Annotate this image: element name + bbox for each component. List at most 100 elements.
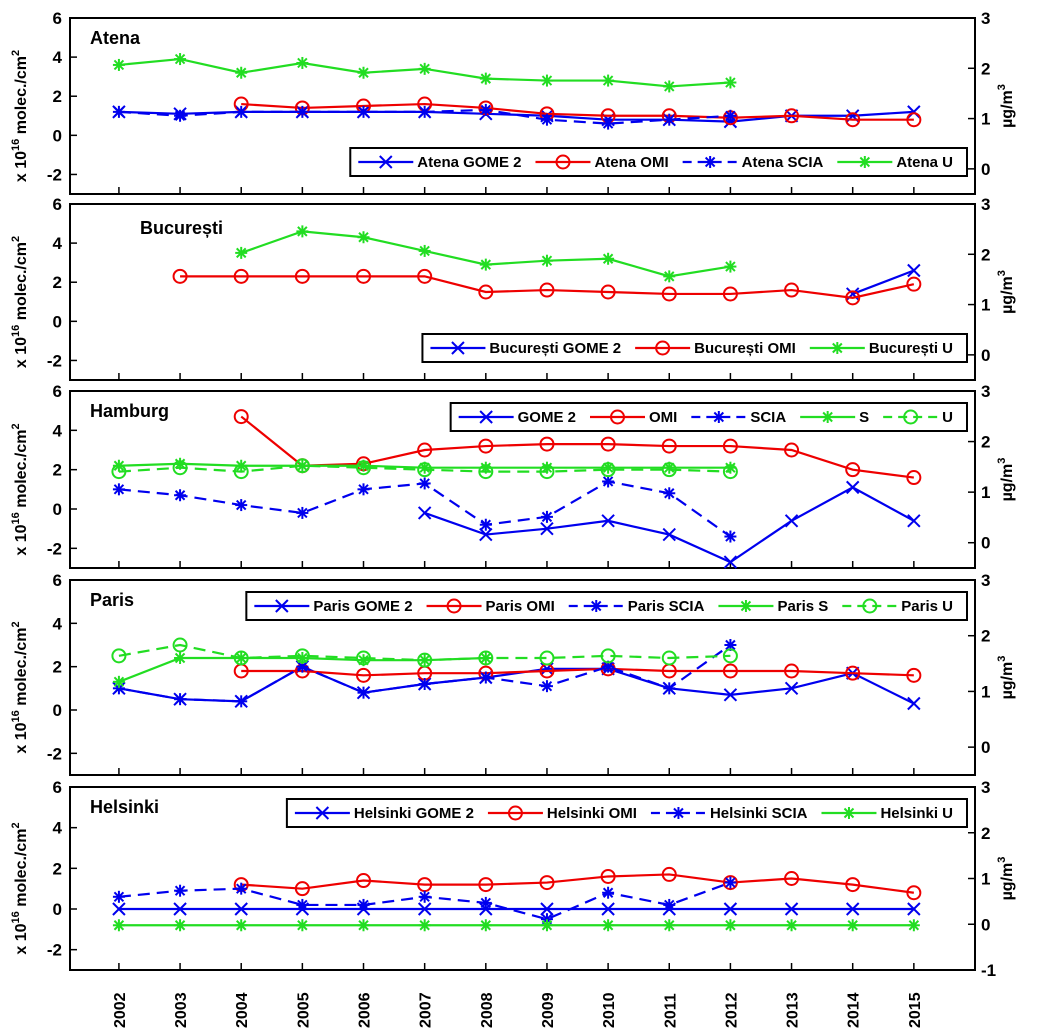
data-point: [357, 898, 370, 911]
data-point: [112, 902, 126, 916]
data-point: [296, 459, 309, 472]
data-point: [845, 902, 860, 916]
data-point: [540, 74, 553, 87]
legend-entry: S: [800, 409, 869, 426]
series-gome2: [112, 902, 921, 916]
data-point: [602, 252, 615, 265]
legend-entry: Helsinki U: [821, 805, 953, 822]
right-tick-label: 1: [981, 110, 990, 129]
data-point: [357, 919, 370, 932]
data-point: [174, 919, 187, 932]
data-point: [723, 688, 738, 702]
series-scia: [112, 876, 737, 926]
x-tick-label: 2010: [601, 992, 618, 1028]
legend-label: Atena OMI: [594, 154, 668, 171]
series-line: [118, 644, 732, 703]
data-point: [601, 514, 615, 528]
right-tick-label: 2: [981, 59, 990, 78]
series-u_dashed: [111, 637, 738, 668]
legend-entry: Helsinki GOME 2: [294, 805, 474, 822]
legend-entry: Atena SCIA: [682, 154, 823, 171]
data-point: [357, 231, 370, 244]
plot-frame: [69, 17, 976, 195]
data-point: [417, 902, 432, 916]
right-tick-label: 3: [981, 778, 990, 797]
data-point: [294, 648, 310, 664]
legend-marker: [590, 600, 603, 612]
legend-label: Helsinki U: [880, 805, 953, 822]
legend-marker: [903, 409, 919, 425]
y-tick-label: 6: [53, 195, 62, 214]
right-tick-label: 2: [981, 433, 990, 452]
plot-frame: [69, 579, 976, 776]
right-tick-label: 0: [981, 534, 990, 553]
data-point: [478, 464, 494, 480]
y-tick-label: 2: [53, 461, 62, 480]
data-point: [784, 663, 800, 679]
legend-entry: Atena U: [837, 154, 953, 171]
data-point: [845, 665, 861, 681]
right-tick-label: 3: [981, 382, 990, 401]
data-point: [479, 671, 492, 684]
legend-marker: [315, 806, 330, 820]
data-point: [906, 470, 922, 486]
data-point: [479, 103, 492, 116]
data-point: [417, 652, 433, 668]
left-axis-label: x 1016 molec./cm2: [10, 236, 30, 368]
data-point: [540, 680, 553, 693]
legend-entry: SCIA: [691, 409, 786, 426]
series-line: [852, 269, 915, 295]
data-point: [724, 919, 737, 932]
y-tick-label: -2: [47, 539, 62, 558]
right-axis-label: µg/m3: [996, 84, 1016, 128]
legend-label: Paris GOME 2: [313, 598, 412, 615]
series-line: [240, 415, 914, 479]
data-point: [600, 284, 616, 300]
legend-marker: [275, 599, 289, 613]
data-point: [540, 902, 554, 916]
legend-label: Paris SCIA: [628, 598, 705, 615]
data-point: [235, 105, 248, 118]
data-point: [661, 286, 677, 302]
data-point: [907, 902, 921, 916]
legend-marker: [655, 340, 671, 356]
series-line: [118, 643, 731, 662]
data-point: [417, 506, 432, 520]
data-point: [356, 650, 372, 666]
right-axis-label: µg/m3: [996, 857, 1016, 901]
right-axis-label: µg/m3: [996, 270, 1016, 314]
legend-entry: Atena OMI: [535, 154, 669, 171]
data-point: [479, 919, 492, 932]
series-u_solid: [112, 53, 737, 93]
series-line: [118, 464, 731, 473]
data-point: [907, 696, 921, 711]
legend-label: Atena GOME 2: [417, 154, 521, 171]
data-point: [845, 462, 861, 478]
legend-marker: [862, 598, 878, 614]
data-point: [600, 436, 616, 452]
legend-marker: [609, 409, 625, 425]
x-tick-label: 2014: [846, 992, 863, 1028]
data-point: [235, 882, 248, 895]
x-tick-label: 2007: [418, 992, 435, 1028]
series-line: [180, 275, 915, 299]
legend: Helsinki GOME 2 Helsinki OMI Helsinki SCIA…: [285, 798, 968, 828]
data-point: [418, 105, 431, 118]
data-point: [235, 695, 248, 708]
legend-label: SCIA: [750, 409, 786, 426]
legend: Paris GOME 2 Paris OMI Paris SCIA Paris S Pa…: [245, 591, 968, 621]
data-point: [478, 438, 494, 454]
data-point: [846, 919, 859, 932]
data-point: [294, 881, 310, 897]
legend-marker: [672, 807, 685, 819]
data-point: [417, 268, 433, 284]
data-point: [661, 438, 677, 454]
data-point: [724, 76, 737, 89]
data-point: [540, 510, 553, 523]
data-point: [233, 268, 249, 284]
data-point: [479, 258, 492, 271]
legend-marker: [704, 156, 717, 168]
right-tick-label: 2: [981, 824, 990, 843]
data-point: [479, 72, 492, 85]
